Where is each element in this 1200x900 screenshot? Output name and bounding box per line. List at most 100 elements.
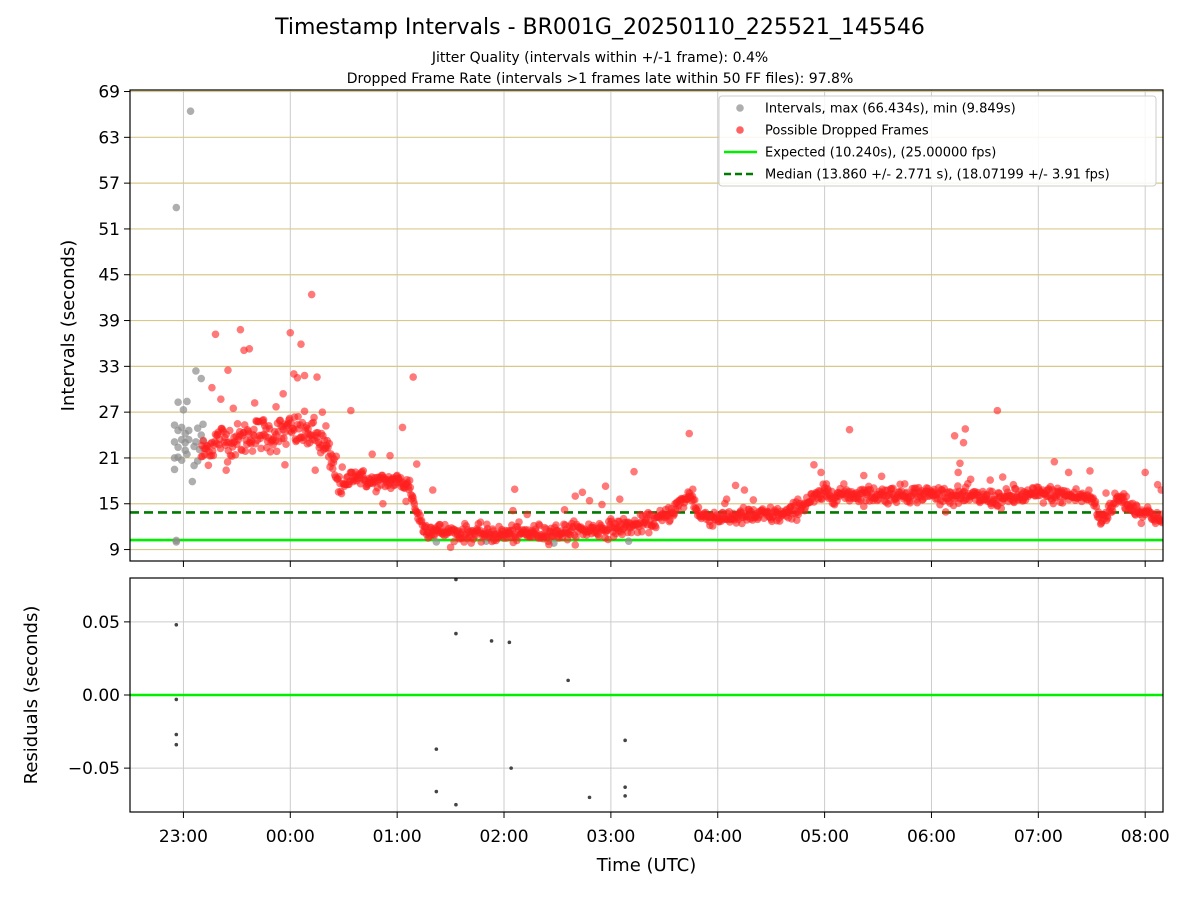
dropped-frame-point xyxy=(694,503,703,512)
x-tick-label: 01:00 xyxy=(373,827,422,847)
dropped-frame-point xyxy=(523,510,531,519)
legend-label: Intervals, max (66.434s), min (9.849s) xyxy=(765,102,1016,117)
dropped-frame-point xyxy=(402,497,410,506)
dropped-frame-point xyxy=(325,439,334,448)
dropped-frame-point xyxy=(280,434,288,442)
dropped-frame-point xyxy=(211,330,220,339)
dropped-frame-point xyxy=(998,473,1007,481)
residual-point xyxy=(566,678,570,683)
interval-point xyxy=(197,374,206,383)
dropped-frame-point xyxy=(513,536,521,545)
dropped-frame-point xyxy=(224,366,232,374)
dropped-frame-point xyxy=(245,344,254,353)
interval-point xyxy=(170,421,179,429)
x-axis-label: Time (UTC) xyxy=(596,855,697,876)
dropped-frame-point xyxy=(446,543,455,552)
interval-point xyxy=(170,465,179,474)
main-y-tick-label: 63 xyxy=(98,128,120,148)
dropped-frame-point xyxy=(241,447,250,455)
x-tick-label: 04:00 xyxy=(693,827,742,847)
main-panel-frame xyxy=(129,89,1164,562)
dropped-frame-point xyxy=(297,340,305,349)
dropped-frame-point xyxy=(231,451,240,459)
residual-y-tick-label: 0.05 xyxy=(82,613,120,633)
main-y-tick-label: 69 xyxy=(98,83,120,103)
dropped-frame-point xyxy=(359,466,368,475)
dropped-frame-point xyxy=(405,476,414,485)
interval-point xyxy=(624,537,633,545)
dropped-frame-point xyxy=(615,495,624,503)
residual-point xyxy=(623,785,627,789)
dropped-frame-point xyxy=(1158,518,1163,527)
legend-label: Possible Dropped Frames xyxy=(765,124,929,139)
chart-title: Timestamp Intervals - BR001G_20250110_22… xyxy=(275,15,925,40)
legend-label: Median (13.860 +/- 2.771 s), (18.07199 +… xyxy=(765,168,1110,183)
dropped-frame-point xyxy=(386,451,394,460)
interval-point xyxy=(183,450,191,458)
interval-point xyxy=(170,438,179,446)
residual-point xyxy=(623,738,627,743)
main-y-tick-label: 21 xyxy=(98,449,120,469)
residual-point xyxy=(454,802,458,807)
dropped-frame-point xyxy=(272,447,281,456)
interval-point xyxy=(184,435,193,444)
dropped-frame-point xyxy=(313,373,321,381)
dropped-frame-point xyxy=(601,482,610,490)
interval-point xyxy=(183,397,191,406)
dropped-frame-point xyxy=(941,508,950,516)
dropped-frame-point xyxy=(223,458,232,466)
legend-box xyxy=(718,95,1157,187)
interval-point xyxy=(192,438,200,446)
residual-y-tick-label: −0.05 xyxy=(68,759,120,779)
residual-point xyxy=(623,794,627,798)
dropped-frame-point xyxy=(869,484,878,492)
dropped-frame-point xyxy=(722,495,731,503)
residual-y-tick-label: 0.00 xyxy=(82,686,120,706)
residual-point xyxy=(174,623,179,627)
legend-marker xyxy=(736,126,744,134)
dropped-frame-point xyxy=(272,402,280,411)
dropped-frame-point xyxy=(1064,468,1073,477)
dropped-frame-point xyxy=(845,425,854,434)
dropped-frame-point xyxy=(328,464,337,473)
main-y-tick-label: 15 xyxy=(98,495,120,515)
dropped-frame-point xyxy=(961,425,970,433)
dropped-frame-point xyxy=(304,425,312,433)
x-tick-label: 08:00 xyxy=(1121,827,1170,847)
interval-point xyxy=(179,406,188,414)
dropped-frame-point xyxy=(900,480,909,488)
legend-label: Expected (10.240s), (25.00000 fps) xyxy=(765,146,996,161)
dropped-frame-point xyxy=(476,518,485,526)
interval-point xyxy=(192,367,200,375)
dropped-frame-point xyxy=(266,448,275,456)
dropped-frame-point xyxy=(1137,519,1146,528)
dropped-frame-point xyxy=(833,496,841,505)
dropped-frame-point xyxy=(690,496,699,504)
x-tick-label: 03:00 xyxy=(586,827,635,847)
dropped-frame-point xyxy=(1157,486,1163,494)
main-y-tick-label: 57 xyxy=(98,174,120,194)
residual-point xyxy=(174,742,179,747)
dropped-frame-point xyxy=(638,527,646,536)
residual-y-axis-label: Residuals (seconds) xyxy=(21,606,42,785)
dropped-frame-point xyxy=(282,440,290,449)
dropped-frame-point xyxy=(379,499,387,508)
dropped-frame-point xyxy=(250,399,259,407)
dropped-frame-point xyxy=(822,480,831,488)
interval-point xyxy=(177,456,186,465)
dropped-frame-point xyxy=(740,486,749,494)
dropped-frame-point xyxy=(222,466,230,474)
x-tick-label: 05:00 xyxy=(800,827,849,847)
dropped-frame-point xyxy=(793,516,801,524)
main-y-tick-label: 27 xyxy=(98,403,120,423)
main-y-axis-label: Intervals (seconds) xyxy=(58,240,79,412)
dropped-frame-point xyxy=(956,459,964,468)
dropped-frame-point xyxy=(604,535,612,544)
residual-point xyxy=(174,732,179,737)
x-tick-label: 06:00 xyxy=(907,827,956,847)
dropped-frame-point xyxy=(1120,490,1128,498)
dropped-frame-point xyxy=(1108,507,1117,516)
dropped-frame-point xyxy=(510,485,519,494)
residual-point xyxy=(454,578,458,582)
